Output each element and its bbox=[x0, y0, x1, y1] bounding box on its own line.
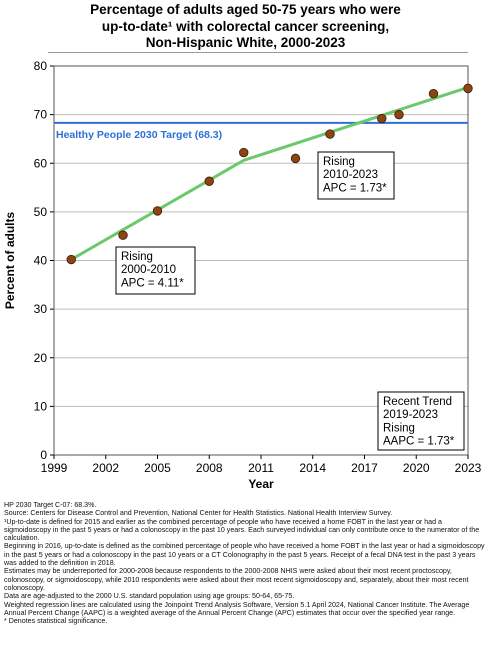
x-axis-title: Year bbox=[248, 477, 274, 491]
y-tick-label: 60 bbox=[34, 156, 48, 170]
y-tick-label: 30 bbox=[34, 302, 48, 316]
x-tick-label: 2020 bbox=[403, 461, 430, 475]
x-tick-label: 1999 bbox=[41, 461, 68, 475]
trend-annotation-text: 2019-2023 bbox=[383, 409, 438, 421]
footnote: * Denotes statistical significance. bbox=[4, 617, 108, 626]
x-tick-label: 2014 bbox=[299, 461, 326, 475]
data-point bbox=[377, 113, 387, 124]
data-point bbox=[463, 83, 473, 94]
y-tick-label: 40 bbox=[34, 254, 48, 268]
footnote: Beginning in 2016, up-to-date is defined… bbox=[4, 542, 485, 568]
chart-title-line: Percentage of adults aged 50-75 years wh… bbox=[90, 2, 401, 17]
footnote: Data are age-adjusted to the 2000 U.S. s… bbox=[4, 592, 295, 601]
x-tick-label: 2002 bbox=[92, 461, 119, 475]
footnote: HP 2030 Target C-07: 68.3%. bbox=[4, 501, 97, 509]
x-tick-label: 2005 bbox=[144, 461, 171, 475]
data-point bbox=[428, 89, 439, 99]
chart-title-line: up-to-date¹ with colorectal cancer scree… bbox=[101, 18, 390, 34]
footnote: Source: Centers for Disease Control and … bbox=[4, 509, 393, 518]
footnotes: HP 2030 Target C-07: 68.3%. Source: Cent… bbox=[4, 501, 488, 625]
y-tick-label: 80 bbox=[34, 59, 48, 73]
trend-annotation-text: Rising bbox=[383, 422, 415, 434]
trend-line bbox=[70, 85, 469, 261]
trend-annotation-text: Rising bbox=[323, 156, 355, 168]
data-point bbox=[290, 153, 301, 164]
x-tick-label: 2017 bbox=[351, 461, 378, 475]
trend-annotation-text: 2010-2023 bbox=[323, 169, 378, 181]
data-point bbox=[152, 206, 163, 216]
trend-annotation-box bbox=[377, 391, 465, 451]
x-tick-label: 2011 bbox=[248, 461, 274, 475]
x-tick-label: 2023 bbox=[455, 461, 482, 475]
trend-annotation-box bbox=[317, 151, 395, 200]
y-tick-label: 10 bbox=[34, 399, 48, 413]
trend-annotation-text: APC = 4.11* bbox=[121, 277, 184, 289]
y-tick-label: 0 bbox=[40, 448, 47, 462]
trend-annotation-text: Rising bbox=[121, 251, 153, 263]
data-point bbox=[394, 109, 404, 120]
trend-annotation-text: 2000-2010 bbox=[121, 264, 176, 276]
trend-annotation-text: Recent Trend bbox=[383, 396, 452, 408]
chart: 0 10 20 30 40 50 60 70 80 1999 2002 2005 2008 2011 201… bbox=[3, 59, 482, 491]
trend-annotation-box bbox=[115, 246, 196, 295]
trend-annotation-text: APC = 1.73* bbox=[323, 182, 387, 194]
data-point bbox=[204, 176, 214, 186]
y-tick-label: 20 bbox=[34, 351, 48, 365]
data-point bbox=[66, 254, 76, 265]
footnote: ¹Up-to-date is defined for 2015 and earl… bbox=[4, 517, 480, 543]
data-point bbox=[239, 147, 249, 158]
footnote: Weighted regression lines are calculated… bbox=[4, 600, 470, 617]
chart-title: Percentage of adults aged 50-75 years wh… bbox=[0, 2, 491, 52]
y-axis-title: Percent of adults bbox=[3, 212, 17, 310]
y-tick-label: 70 bbox=[34, 108, 48, 122]
target-label: Healthy People 2030 Target (68.3) bbox=[56, 129, 222, 141]
trend-annotation-text: AAPC = 1.73* bbox=[383, 436, 455, 448]
data-point bbox=[118, 230, 128, 240]
y-tick-label: 50 bbox=[34, 205, 48, 219]
data-point bbox=[325, 129, 335, 139]
title-divider bbox=[48, 52, 468, 53]
chart-title-line: Non-Hispanic White, 2000-2023 bbox=[145, 35, 346, 50]
x-tick-label: 2008 bbox=[196, 461, 223, 475]
footnote: Estimates may be underreported for 2000-… bbox=[4, 567, 469, 592]
